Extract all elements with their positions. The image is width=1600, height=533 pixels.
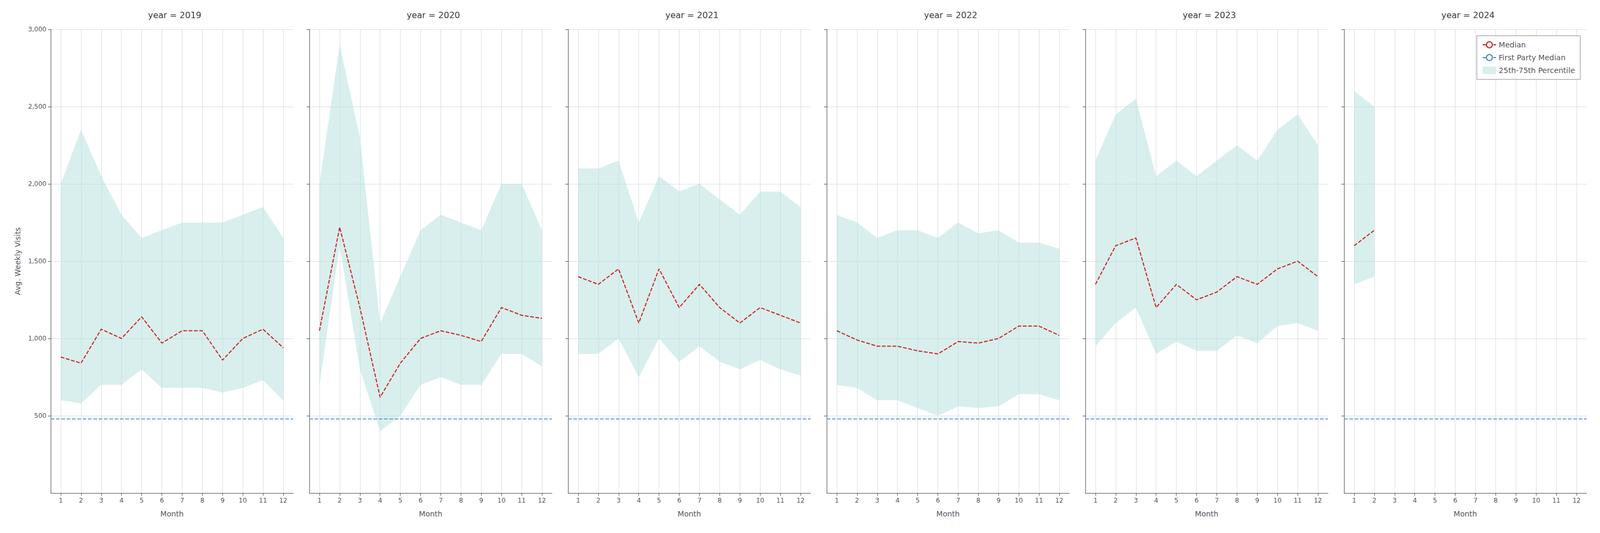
svg-text:12: 12 (1572, 497, 1581, 505)
svg-text:7: 7 (1473, 497, 1478, 505)
svg-text:11: 11 (517, 497, 526, 505)
svg-text:Month: Month (936, 509, 960, 519)
svg-text:3: 3 (1133, 497, 1139, 505)
svg-text:2,000: 2,000 (28, 180, 47, 188)
svg-text:First Party Median: First Party Median (1498, 53, 1566, 62)
svg-text:2: 2 (1372, 497, 1377, 505)
svg-text:3: 3 (875, 497, 880, 505)
svg-text:Median: Median (1498, 40, 1526, 50)
svg-text:10: 10 (1532, 497, 1541, 505)
svg-text:5: 5 (398, 497, 403, 505)
svg-text:6: 6 (677, 497, 682, 505)
svg-text:8: 8 (459, 497, 464, 505)
svg-text:year = 2024: year = 2024 (1441, 10, 1495, 21)
svg-text:4: 4 (636, 497, 642, 505)
svg-text:11: 11 (1034, 497, 1043, 505)
svg-text:2: 2 (854, 497, 860, 505)
svg-text:12: 12 (796, 497, 805, 505)
svg-text:11: 11 (1293, 497, 1302, 505)
svg-text:6: 6 (160, 497, 165, 505)
svg-text:8: 8 (200, 497, 205, 505)
svg-text:3,000: 3,000 (28, 25, 47, 34)
svg-text:12: 12 (1054, 497, 1063, 505)
svg-text:year = 2023: year = 2023 (1182, 10, 1237, 21)
svg-text:6: 6 (1453, 497, 1458, 505)
svg-text:8: 8 (976, 497, 981, 505)
svg-text:9: 9 (220, 497, 225, 505)
svg-text:5: 5 (139, 497, 144, 505)
svg-text:year = 2019: year = 2019 (148, 10, 202, 21)
svg-text:7: 7 (438, 497, 444, 505)
svg-text:Month: Month (1195, 509, 1219, 519)
svg-text:8: 8 (1235, 497, 1240, 505)
svg-text:1,500: 1,500 (28, 257, 47, 266)
svg-text:7: 7 (1214, 497, 1220, 505)
svg-text:7: 7 (180, 497, 185, 505)
svg-text:5: 5 (1174, 497, 1179, 505)
svg-text:Avg. Weekly Visits: Avg. Weekly Visits (13, 227, 22, 296)
svg-text:Month: Month (160, 509, 184, 519)
svg-text:Month: Month (677, 509, 702, 519)
svg-text:Month: Month (419, 509, 443, 519)
svg-text:500: 500 (34, 412, 47, 420)
svg-text:1: 1 (576, 497, 581, 505)
svg-text:1: 1 (1352, 497, 1357, 505)
svg-text:11: 11 (1552, 497, 1560, 505)
svg-text:1: 1 (834, 497, 839, 505)
svg-text:12: 12 (537, 497, 546, 505)
svg-text:2: 2 (1113, 497, 1118, 505)
svg-text:12: 12 (278, 497, 287, 505)
svg-text:1,000: 1,000 (28, 334, 47, 343)
svg-text:25th-75th Percentile: 25th-75th Percentile (1498, 66, 1575, 75)
svg-text:5: 5 (657, 497, 662, 505)
svg-text:4: 4 (1412, 497, 1418, 505)
svg-text:year = 2021: year = 2021 (665, 10, 719, 21)
svg-text:7: 7 (697, 497, 702, 505)
svg-text:12: 12 (1313, 497, 1322, 505)
svg-text:3: 3 (616, 497, 621, 505)
svg-text:10: 10 (238, 497, 247, 505)
svg-text:11: 11 (776, 497, 784, 505)
svg-text:1: 1 (1093, 497, 1098, 505)
svg-text:6: 6 (936, 497, 941, 505)
svg-text:6: 6 (418, 497, 423, 505)
svg-text:3: 3 (1392, 497, 1397, 505)
svg-text:4: 4 (895, 497, 900, 505)
svg-text:2: 2 (337, 497, 342, 505)
svg-text:2: 2 (596, 497, 601, 505)
svg-text:9: 9 (996, 497, 1001, 505)
svg-text:year = 2020: year = 2020 (406, 10, 461, 21)
svg-text:10: 10 (1273, 497, 1282, 505)
svg-text:9: 9 (1513, 497, 1518, 505)
svg-text:4: 4 (119, 497, 124, 505)
svg-text:1: 1 (58, 497, 63, 505)
svg-text:Month: Month (1453, 509, 1478, 519)
svg-text:10: 10 (497, 497, 506, 505)
svg-text:9: 9 (737, 497, 742, 505)
svg-text:8: 8 (1493, 497, 1499, 505)
svg-text:5: 5 (1433, 497, 1438, 505)
svg-text:2: 2 (78, 497, 84, 505)
svg-text:8: 8 (717, 497, 723, 505)
svg-text:4: 4 (378, 497, 383, 505)
svg-text:3: 3 (357, 497, 363, 505)
svg-text:2,500: 2,500 (28, 102, 47, 111)
svg-text:11: 11 (258, 497, 267, 505)
svg-text:3: 3 (99, 497, 104, 505)
svg-text:9: 9 (478, 497, 484, 505)
svg-text:7: 7 (956, 497, 961, 505)
svg-text:year = 2022: year = 2022 (924, 10, 978, 21)
svg-text:6: 6 (1194, 497, 1199, 505)
svg-text:1: 1 (317, 497, 322, 505)
svg-text:9: 9 (1254, 497, 1260, 505)
svg-text:10: 10 (1014, 497, 1023, 505)
svg-text:5: 5 (915, 497, 920, 505)
svg-text:4: 4 (1154, 497, 1159, 505)
svg-text:10: 10 (756, 497, 765, 505)
